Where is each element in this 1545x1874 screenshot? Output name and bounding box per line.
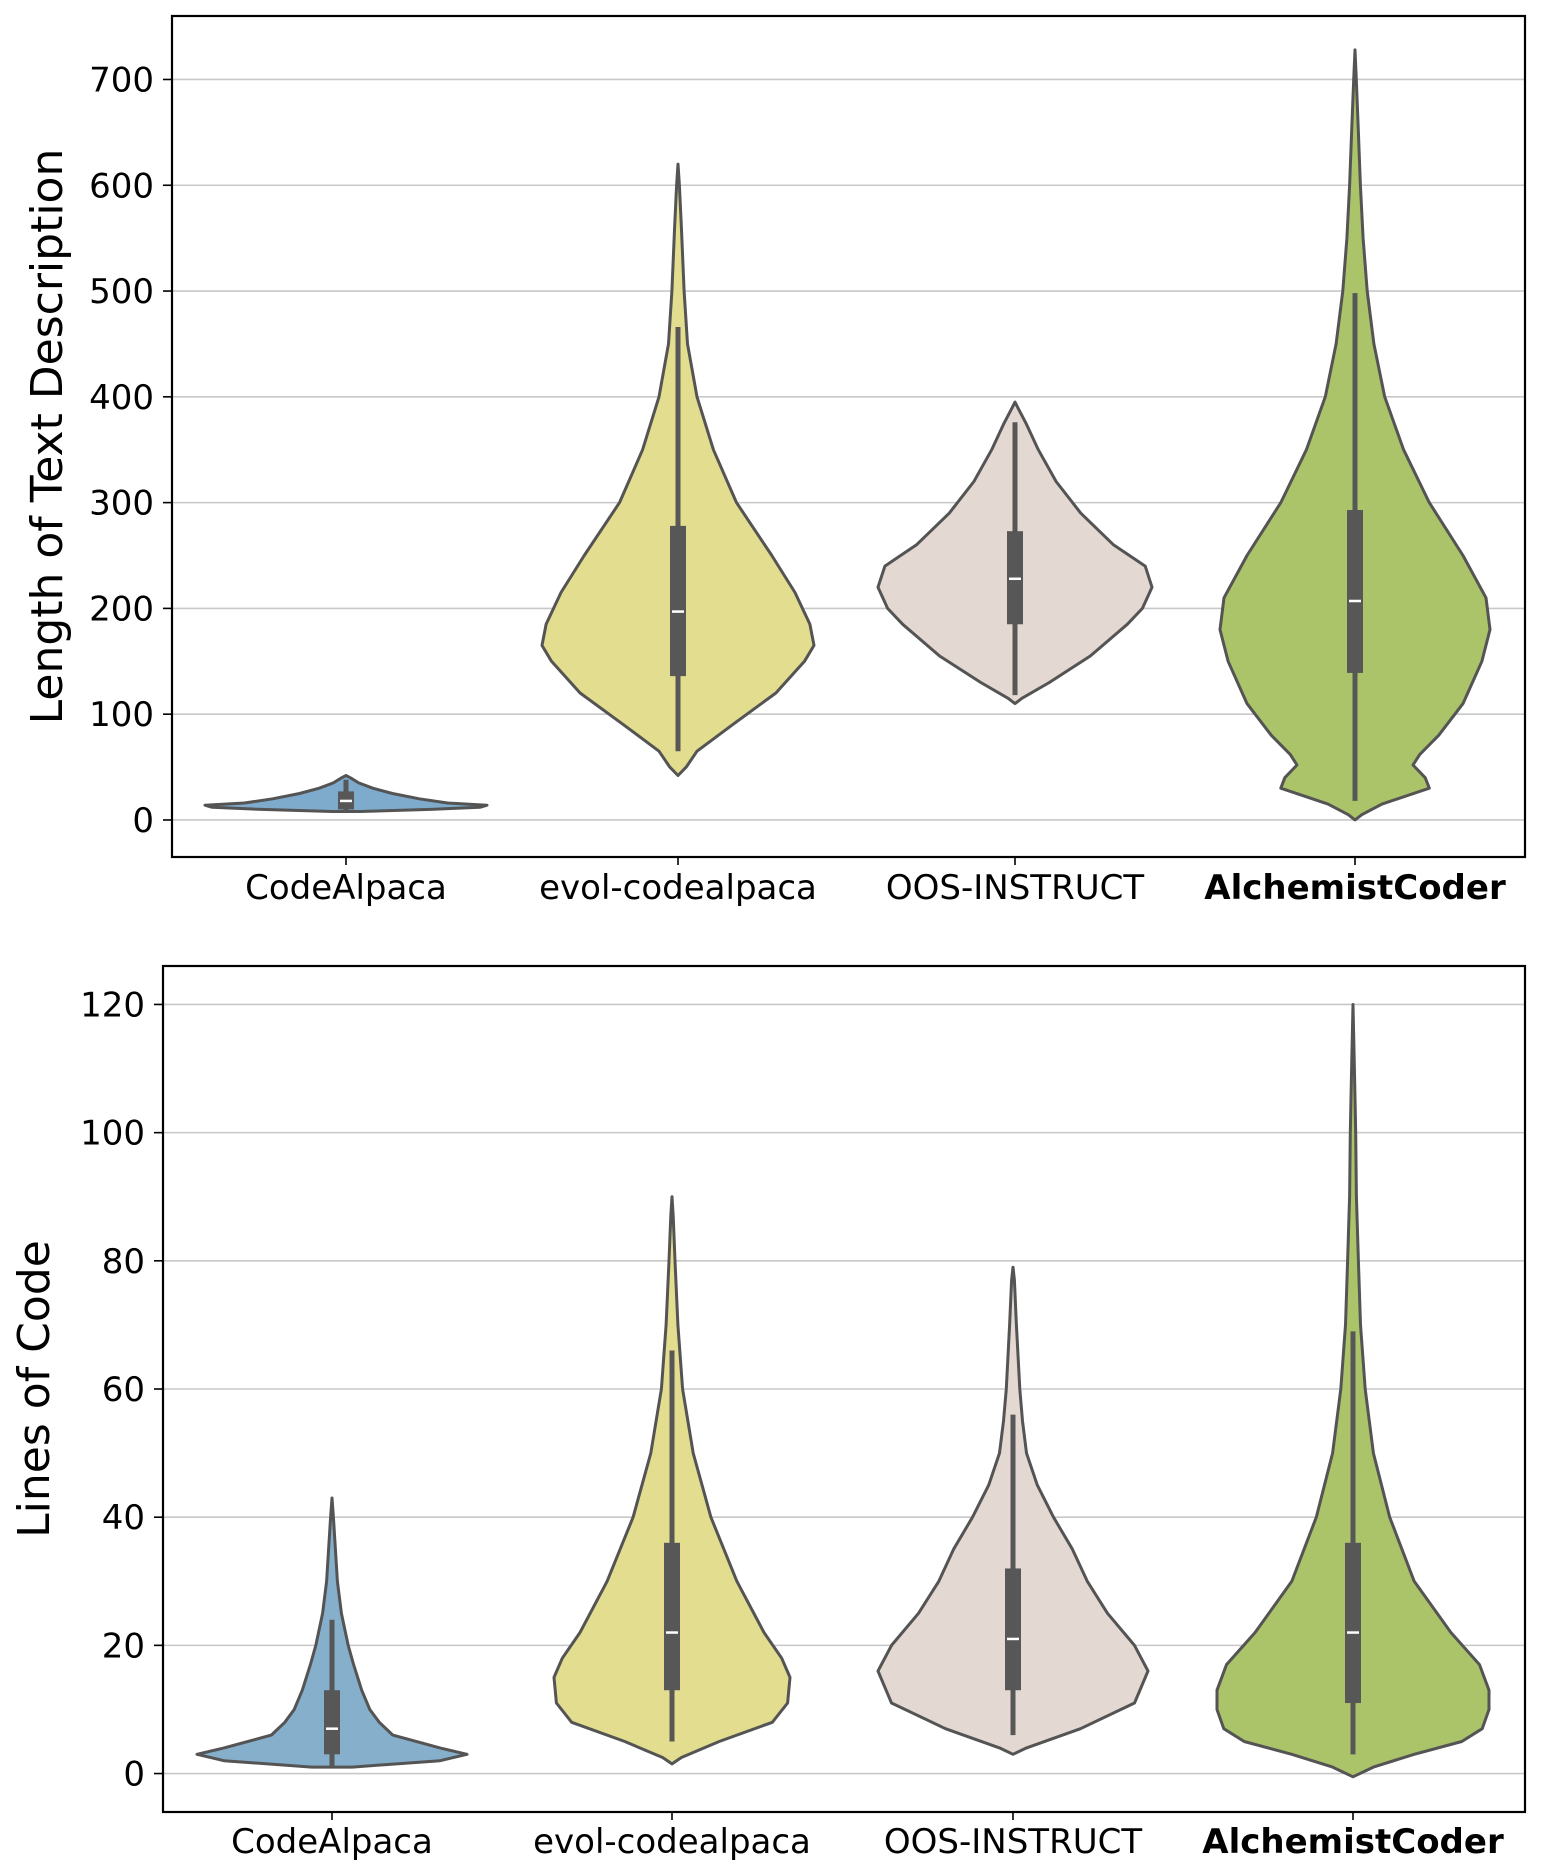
iqr-box-oos-instruct: [1005, 1568, 1021, 1691]
y-tick-label-600: 600: [89, 166, 154, 206]
y-tick-label-60: 60: [102, 1370, 145, 1410]
lines-of-code-violin-chart: 0 20 40 60 80 100 120 CodeAlpaca evol-codealpaca…: [9, 964, 1527, 1862]
y-tick-label-0: 0: [123, 1755, 145, 1795]
iqr-box-codealpaca: [324, 1690, 340, 1755]
y-axis-label: Length of Text Description: [22, 149, 73, 725]
y-tick-label-0: 0: [132, 801, 154, 841]
plot-frame: [161, 964, 1527, 1814]
y-tick-label-120: 120: [80, 985, 145, 1025]
y-tick-label-700: 700: [89, 60, 154, 100]
y-tick-label-100: 100: [89, 695, 154, 735]
iqr-box-evol-codealpaca: [670, 525, 686, 677]
iqr-box-evol-codealpaca: [664, 1542, 680, 1691]
y-tick-label-400: 400: [89, 378, 154, 418]
x-tick-label-alchemistcoder: AlchemistCoder: [1202, 1822, 1504, 1862]
y-tick-label-80: 80: [102, 1242, 145, 1282]
x-tick-label-codealpaca: CodeAlpaca: [245, 868, 447, 908]
y-tick-label-100: 100: [80, 1114, 145, 1154]
x-tick-label-oos-instruct: OOS-INSTRUCT: [886, 868, 1144, 908]
iqr-box-alchemistcoder: [1345, 1542, 1361, 1704]
x-tick-label-codealpaca: CodeAlpaca: [231, 1822, 433, 1862]
y-tick-label-300: 300: [89, 484, 154, 524]
x-tick-label-evol-codealpaca: evol-codealpaca: [539, 868, 817, 908]
text-length-violin-chart: 0 100 200 300 400 500 600 700 CodeAlpaca evol-cod…: [22, 14, 1527, 908]
y-tick-label-20: 20: [102, 1626, 145, 1666]
y-tick-label-500: 500: [89, 272, 154, 312]
plot-frame: [170, 14, 1527, 859]
y-axis-label: Lines of Code: [9, 1240, 60, 1538]
x-tick-label-alchemistcoder: AlchemistCoder: [1204, 868, 1506, 908]
y-tick-label-40: 40: [102, 1498, 145, 1538]
x-tick-label-oos-instruct: OOS-INSTRUCT: [884, 1822, 1142, 1862]
x-tick-label-evol-codealpaca: evol-codealpaca: [533, 1822, 811, 1862]
y-tick-label-200: 200: [89, 589, 154, 629]
iqr-box-alchemistcoder: [1347, 510, 1363, 673]
